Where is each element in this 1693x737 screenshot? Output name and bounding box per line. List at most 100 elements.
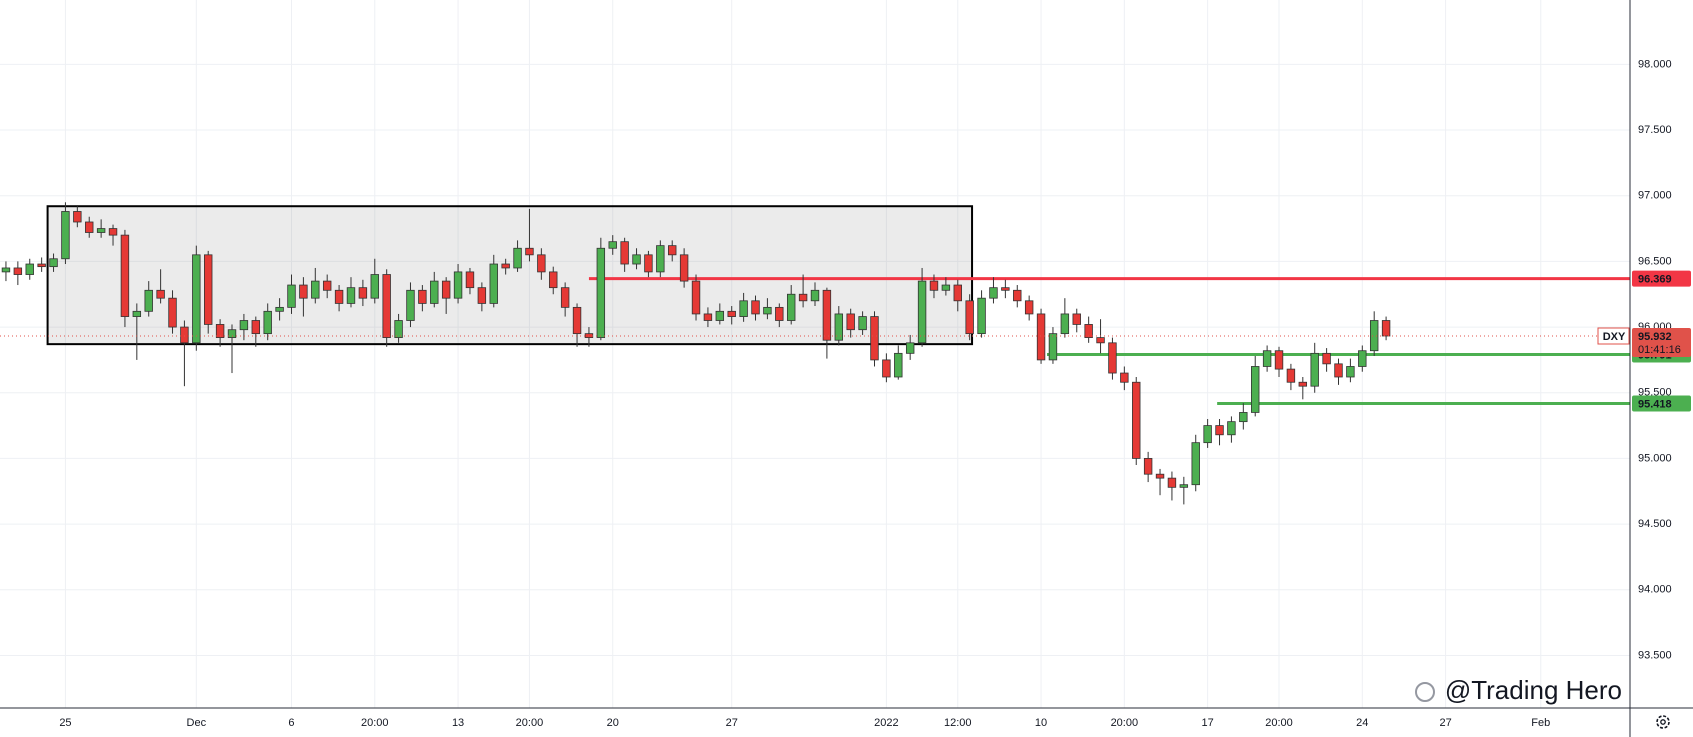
candle-body <box>751 300 760 315</box>
x-tick-label: 13 <box>452 717 464 729</box>
candle-body <box>703 313 713 321</box>
candle-body <box>691 280 701 315</box>
x-tick-label: 20:00 <box>1111 717 1139 729</box>
candle-body <box>1286 368 1296 383</box>
candle-body <box>418 289 427 304</box>
x-tick-label: 20:00 <box>361 717 389 729</box>
candle-body <box>1191 442 1200 486</box>
candle-body <box>632 254 641 265</box>
candle-body <box>501 263 510 269</box>
candle-body <box>513 247 522 269</box>
candle-body <box>1215 425 1224 436</box>
candle-body <box>1096 337 1105 344</box>
settings-button[interactable] <box>1656 715 1670 729</box>
candle-body <box>572 306 582 335</box>
candle-body <box>822 289 832 341</box>
candle-body <box>37 263 46 268</box>
candle-body <box>1203 425 1212 444</box>
candle-body <box>1048 333 1058 361</box>
candle-body <box>679 254 689 282</box>
candle-body <box>168 297 177 328</box>
candle-body <box>13 267 23 275</box>
x-tick-label: 12:00 <box>944 717 972 729</box>
candle-body <box>299 284 308 299</box>
candle-body <box>798 293 808 302</box>
candle-body <box>882 359 891 378</box>
y-tick-label: 97.000 <box>1638 190 1672 202</box>
candle-body <box>156 289 165 299</box>
candle-body <box>1024 300 1034 315</box>
candle-body <box>644 254 653 273</box>
candle-body <box>85 221 94 233</box>
candle-body <box>537 254 546 273</box>
candle-body <box>560 287 570 308</box>
x-tick-label: 24 <box>1356 717 1368 729</box>
candle-body <box>346 287 356 304</box>
candle-body <box>905 342 915 354</box>
y-tick-label: 97.500 <box>1638 124 1672 136</box>
candle-body <box>1108 342 1117 374</box>
last-price-label: 95.932 <box>1638 331 1672 343</box>
candle-body <box>1251 366 1260 413</box>
candle-body <box>596 247 606 338</box>
countdown: 01:41:16 <box>1638 344 1681 356</box>
candle-body <box>977 297 986 335</box>
candle-body <box>275 306 284 312</box>
candle-body <box>1167 477 1177 488</box>
candle-body <box>322 280 332 291</box>
candle-body <box>394 320 403 338</box>
symbol-tag <box>1597 327 1630 345</box>
candle-body <box>834 313 844 341</box>
y-tick-label: 96.500 <box>1638 255 1672 267</box>
candle-body <box>430 280 439 304</box>
y-tick-label: 95.000 <box>1638 452 1672 464</box>
candle-body <box>358 287 368 299</box>
symbol-tag-label: DXY <box>1603 331 1626 343</box>
candle-body <box>477 287 487 304</box>
candle-body <box>1262 350 1272 367</box>
x-tick-label: Feb <box>1531 717 1550 729</box>
candle-body <box>1346 366 1355 378</box>
x-tick-label: 25 <box>59 717 71 729</box>
watermark-logo <box>1415 682 1435 702</box>
candle-body <box>668 245 677 256</box>
candle-body <box>1 267 11 273</box>
candle-body <box>1322 352 1331 365</box>
x-tick-label: 20:00 <box>516 717 544 729</box>
candle-body <box>239 320 249 331</box>
x-tick-label: 10 <box>1035 717 1047 729</box>
candle-body <box>917 280 927 344</box>
candle-body <box>1310 352 1319 387</box>
candle-body <box>786 293 796 321</box>
candle-body <box>1132 381 1141 459</box>
candle-body <box>1155 473 1165 479</box>
candle-body <box>965 300 974 335</box>
candle-body <box>894 352 903 378</box>
candle-body <box>941 284 951 291</box>
candle-body <box>953 284 962 302</box>
candle-body <box>453 271 463 299</box>
x-tick-label: Dec <box>187 717 207 729</box>
candle-body <box>406 289 415 321</box>
candle-body <box>108 228 118 236</box>
y-tick-label: 98.000 <box>1638 58 1672 70</box>
candle-body <box>549 271 558 289</box>
candle-body <box>287 284 296 308</box>
range-box <box>46 205 974 346</box>
candle-body <box>1179 484 1189 488</box>
candle-body <box>1036 313 1046 361</box>
candle-body <box>775 306 784 321</box>
candle-body <box>1227 421 1236 436</box>
candle-body <box>120 234 130 317</box>
candle-body <box>49 258 58 268</box>
candle-body <box>929 280 939 291</box>
candle-body <box>1298 381 1308 387</box>
candle-body <box>215 324 225 338</box>
candle-body <box>132 310 142 317</box>
candle-body <box>1334 363 1343 378</box>
candle-body <box>870 316 879 361</box>
settings-button-center <box>1660 719 1666 725</box>
candle-body <box>858 316 867 331</box>
candle-body <box>1072 313 1081 325</box>
